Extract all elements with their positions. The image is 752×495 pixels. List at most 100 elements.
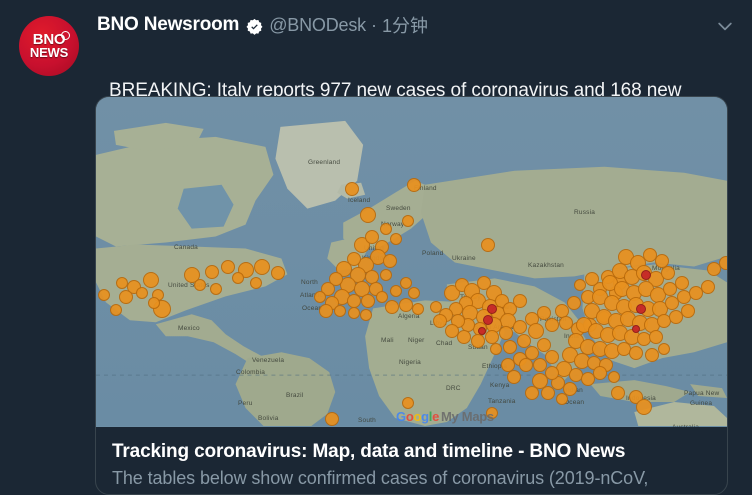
map-case-marker[interactable]	[385, 300, 399, 314]
map-case-marker[interactable]	[471, 334, 485, 348]
map-case-marker[interactable]	[407, 178, 421, 192]
map-case-marker[interactable]	[433, 314, 447, 328]
map-case-marker[interactable]	[412, 303, 424, 315]
map-case-marker[interactable]	[345, 182, 359, 196]
map-image[interactable]: Greenland Canada Iceland Finland Sweden Norwa…	[96, 97, 727, 427]
map-case-marker[interactable]	[205, 265, 219, 279]
map-case-marker[interactable]	[541, 386, 555, 400]
author-display-name[interactable]: BNO Newsroom	[97, 14, 240, 35]
map-case-marker[interactable]	[408, 287, 420, 299]
map-case-marker[interactable]	[663, 282, 677, 296]
map-case-marker[interactable]	[517, 334, 531, 348]
map-case-marker[interactable]	[110, 304, 122, 316]
tweet-more-menu-button[interactable]	[710, 10, 740, 36]
map-case-marker[interactable]	[545, 366, 559, 380]
map-case-marker[interactable]	[490, 343, 502, 355]
map-case-marker[interactable]	[334, 305, 346, 317]
map-case-marker[interactable]	[567, 296, 581, 310]
map-case-marker[interactable]	[701, 280, 715, 294]
map-case-marker[interactable]	[537, 338, 551, 352]
map-case-marker[interactable]	[574, 279, 586, 291]
map-case-marker[interactable]	[143, 272, 159, 288]
map-case-marker[interactable]	[329, 272, 343, 286]
map-case-marker[interactable]	[525, 346, 539, 360]
map-case-marker[interactable]	[513, 294, 527, 308]
map-case-marker[interactable]	[481, 238, 495, 252]
link-card-title[interactable]: Tracking coronavirus: Map, data and time…	[112, 441, 626, 462]
map-case-marker[interactable]	[380, 269, 392, 281]
map-case-marker[interactable]	[399, 298, 413, 312]
map-case-marker[interactable]	[347, 252, 361, 266]
map-case-marker[interactable]	[661, 266, 675, 280]
map-case-marker[interactable]	[402, 397, 414, 409]
map-case-marker[interactable]	[457, 330, 471, 344]
map-case-marker[interactable]	[254, 259, 270, 275]
map-case-marker[interactable]	[608, 371, 620, 383]
map-case-marker[interactable]	[649, 330, 663, 344]
map-case-marker[interactable]	[636, 304, 646, 314]
map-case-marker[interactable]	[537, 306, 551, 320]
map-case-marker[interactable]	[675, 276, 689, 290]
map-case-marker[interactable]	[194, 279, 206, 291]
author-handle[interactable]: @BNODesk	[269, 14, 366, 35]
map-case-marker[interactable]	[658, 343, 670, 355]
map-case-marker[interactable]	[348, 307, 360, 319]
map-case-marker[interactable]	[390, 233, 402, 245]
map-case-marker[interactable]	[365, 230, 379, 244]
map-case-marker[interactable]	[507, 370, 521, 384]
map-case-marker[interactable]	[556, 393, 568, 405]
link-preview-card[interactable]: Greenland Canada Iceland Finland Sweden Norwa…	[95, 96, 728, 495]
map-case-marker[interactable]	[499, 326, 513, 340]
map-case-marker[interactable]	[325, 412, 339, 426]
map-case-marker[interactable]	[402, 215, 414, 227]
map-case-marker[interactable]	[400, 277, 412, 289]
map-case-marker[interactable]	[486, 407, 498, 419]
map-case-marker[interactable]	[148, 297, 160, 309]
map-case-marker[interactable]	[221, 260, 235, 274]
map-case-marker[interactable]	[483, 315, 493, 325]
map-case-marker[interactable]	[503, 340, 517, 354]
map-case-marker[interactable]	[533, 358, 547, 372]
map-case-marker[interactable]	[585, 272, 599, 286]
map-case-marker[interactable]	[545, 350, 559, 364]
map-case-marker[interactable]	[528, 323, 544, 339]
map-case-marker[interactable]	[250, 277, 262, 289]
map-case-marker[interactable]	[581, 372, 595, 386]
map-case-marker[interactable]	[430, 301, 442, 313]
map-case-marker[interactable]	[545, 318, 559, 332]
map-case-marker[interactable]	[593, 366, 607, 380]
map-case-marker[interactable]	[487, 304, 497, 314]
map-case-marker[interactable]	[665, 296, 679, 310]
map-case-marker[interactable]	[361, 294, 375, 308]
map-case-marker[interactable]	[383, 254, 397, 268]
map-case-marker[interactable]	[136, 287, 148, 299]
map-case-marker[interactable]	[611, 386, 625, 400]
map-case-marker[interactable]	[632, 325, 640, 333]
map-case-marker[interactable]	[629, 346, 643, 360]
map-case-marker[interactable]	[380, 223, 392, 235]
map-case-marker[interactable]	[232, 272, 244, 284]
map-case-marker[interactable]	[314, 291, 326, 303]
map-case-marker[interactable]	[98, 289, 110, 301]
map-case-marker[interactable]	[347, 294, 361, 308]
map-case-marker[interactable]	[478, 327, 486, 335]
map-case-marker[interactable]	[525, 386, 539, 400]
map-case-marker[interactable]	[707, 262, 721, 276]
tweet-timestamp[interactable]: 1分钟	[381, 16, 428, 36]
map-case-marker[interactable]	[513, 320, 527, 334]
map-case-marker[interactable]	[681, 304, 695, 318]
map-case-marker[interactable]	[645, 348, 659, 362]
map-case-marker[interactable]	[390, 285, 402, 297]
map-case-marker[interactable]	[719, 256, 727, 270]
map-case-marker[interactable]	[119, 290, 133, 304]
map-case-marker[interactable]	[271, 266, 285, 280]
map-case-marker[interactable]	[360, 309, 372, 321]
map-case-marker[interactable]	[519, 358, 533, 372]
map-case-marker[interactable]	[319, 304, 333, 318]
map-case-marker[interactable]	[532, 373, 548, 389]
map-case-marker[interactable]	[669, 310, 683, 324]
avatar[interactable]: BNO NEWS	[19, 16, 79, 76]
map-case-marker[interactable]	[360, 207, 376, 223]
map-case-marker[interactable]	[636, 399, 652, 415]
map-case-marker[interactable]	[689, 286, 703, 300]
